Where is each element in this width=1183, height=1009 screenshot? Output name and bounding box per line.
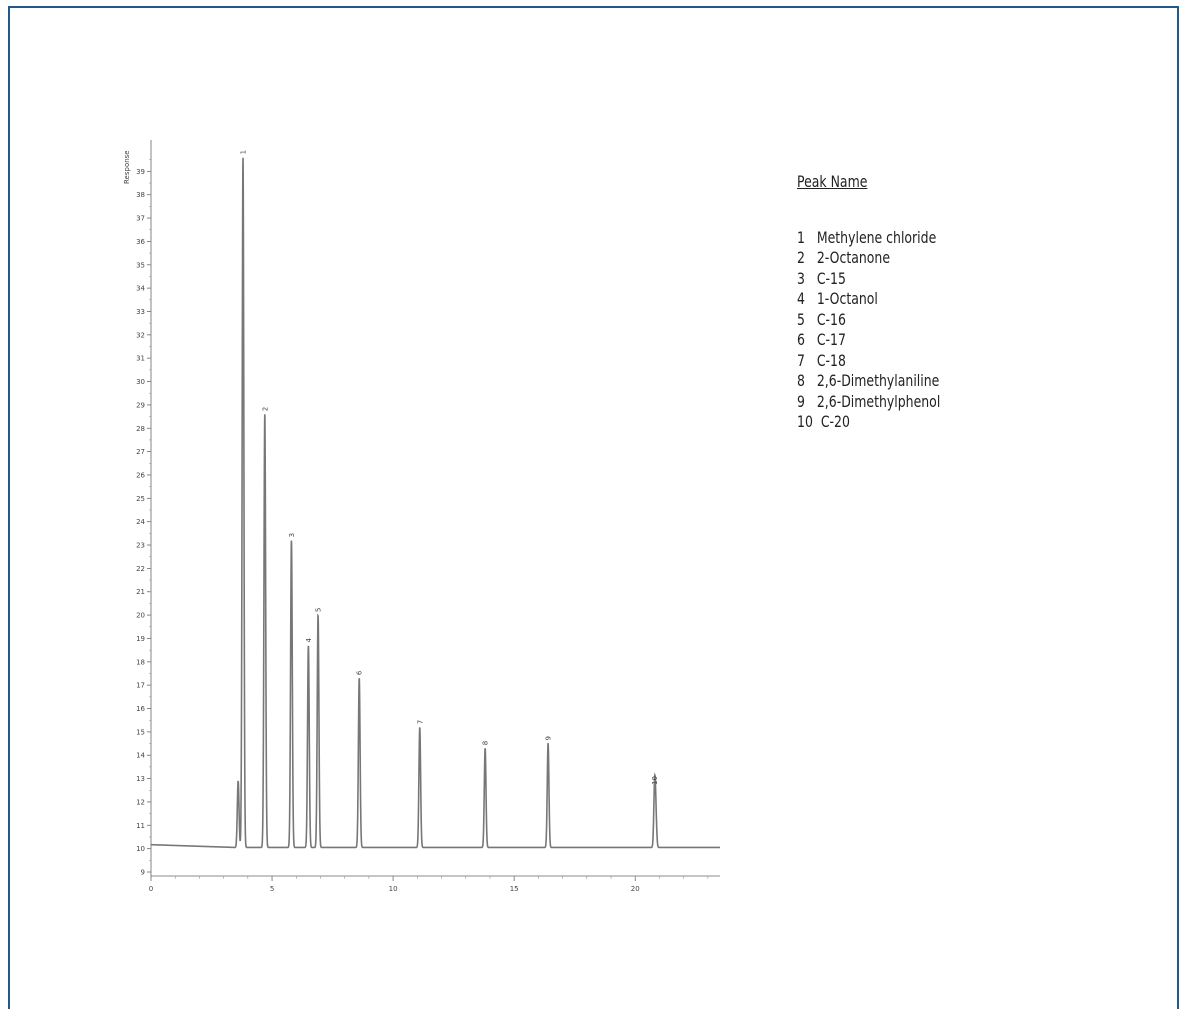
x-tick-label: 0: [149, 885, 153, 893]
peak-label: 4: [305, 637, 313, 642]
y-tick-label: 29: [136, 401, 145, 409]
legend-item: 2 2-Octanone: [797, 248, 940, 269]
y-tick-label: 39: [136, 168, 145, 176]
peak-label: 9: [545, 736, 553, 740]
legend-item: 6 C-17: [797, 330, 940, 351]
y-tick-label: 33: [136, 308, 145, 316]
y-tick-label: 34: [136, 285, 145, 293]
x-tick-label: 15: [510, 885, 519, 893]
y-tick-label: 21: [136, 588, 145, 596]
y-tick-label: 32: [136, 331, 145, 339]
chromatogram-line: [151, 158, 720, 848]
y-tick-label: 18: [136, 658, 145, 666]
y-tick-label: 35: [136, 261, 145, 269]
y-tick-label: 12: [136, 798, 145, 806]
peak-label: 8: [482, 741, 490, 745]
y-tick-label: 16: [136, 705, 145, 713]
y-tick-label: 27: [136, 448, 145, 456]
y-tick-label: 30: [136, 378, 145, 386]
y-tick-label: 22: [136, 565, 145, 573]
peak-label: 6: [356, 670, 364, 675]
y-tick-label: 20: [136, 612, 145, 620]
y-tick-label: 26: [136, 471, 145, 479]
y-tick-label: 24: [136, 518, 145, 526]
peak-label: 10: [651, 776, 659, 785]
peak-label: 7: [416, 720, 424, 724]
peak-label: 3: [288, 533, 296, 537]
y-tick-label: 9: [141, 869, 145, 877]
peak-legend: Peak Name 1 Methylene chloride 2 2-Octano…: [797, 172, 940, 433]
legend-title: Peak Name: [797, 172, 940, 193]
peak-label: 5: [315, 608, 323, 612]
x-tick-label: 5: [270, 885, 274, 893]
y-tick-label: 38: [136, 191, 145, 199]
legend-item: 3 C-15: [797, 269, 940, 290]
x-tick-label: 10: [389, 885, 398, 893]
y-tick-label: 31: [136, 355, 145, 363]
peak-label: 2: [261, 407, 269, 411]
chart-ticks: 9101112131415161718192021222324252627282…: [136, 160, 708, 893]
y-tick-label: 11: [136, 822, 145, 830]
y-tick-label: 19: [136, 635, 145, 643]
y-tick-label: 15: [136, 728, 145, 736]
peak-labels: 1 2 3 4 5 6 7 8 9 10: [240, 150, 660, 785]
legend-item: 7 C-18: [797, 351, 940, 372]
legend-item: 4 1-Octanol: [797, 289, 940, 310]
y-tick-label: 25: [136, 495, 145, 503]
y-tick-label: 14: [136, 752, 145, 760]
y-axis-title: Response: [123, 150, 131, 184]
legend-items: 1 Methylene chloride 2 2-Octanone 3 C-15 4 …: [797, 228, 940, 433]
legend-item: 9 2,6-Dimethylphenol: [797, 392, 940, 413]
chart-axes: Response: [123, 140, 720, 876]
y-tick-label: 17: [136, 682, 145, 690]
legend-item: 1 Methylene chloride: [797, 228, 940, 249]
y-tick-label: 37: [136, 215, 145, 223]
y-tick-label: 28: [136, 425, 145, 433]
legend-item: 8 2,6-Dimethylaniline: [797, 371, 940, 392]
y-tick-label: 23: [136, 542, 145, 550]
y-tick-label: 10: [136, 845, 145, 853]
legend-item: 5 C-16: [797, 310, 940, 331]
peak-label: 1: [240, 150, 248, 154]
legend-item: 10 C-20: [797, 412, 940, 433]
chromatogram-trace: [151, 158, 720, 848]
x-tick-label: 20: [631, 885, 640, 893]
y-tick-label: 36: [136, 238, 145, 246]
y-tick-label: 13: [136, 775, 145, 783]
